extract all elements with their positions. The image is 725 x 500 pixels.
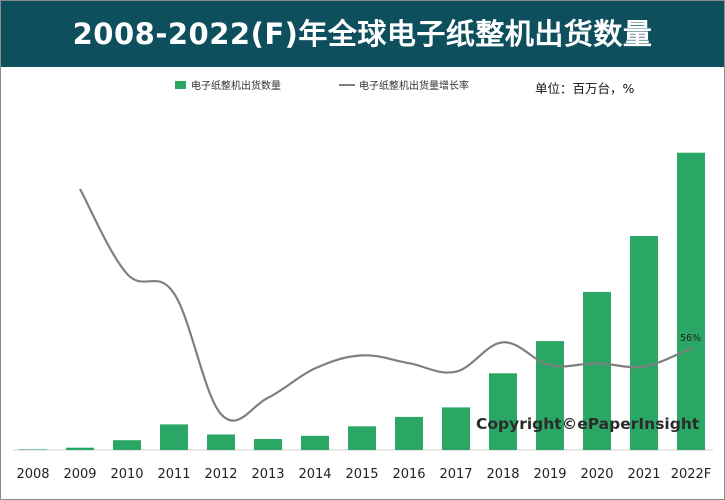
bar-2017 [442,407,470,450]
bar-2014 [301,435,329,450]
bar-2016 [395,416,423,450]
bar-2009 [66,447,94,450]
unit-label: 单位：百万台，% [535,81,635,96]
title-bar: 2008-2022(F)年全球电子纸整机出货数量 [1,1,724,67]
x-axis-ticks: 2008 2009 2010 2011 2012 2013 2014 2015 2016 2017… [16,467,711,482]
x-tick-2015: 2015 [345,467,378,482]
bar-2013 [254,439,282,450]
legend-bar-label: 电子纸整机出货数量 [191,79,281,92]
x-tick-2017: 2017 [439,467,472,482]
x-tick-2008: 2008 [16,467,49,482]
chart-title: 2008-2022(F)年全球电子纸整机出货数量 [72,17,653,51]
bar-2008 [19,449,47,450]
x-tick-2022F: 2022F [671,467,712,482]
bar-2010 [113,440,141,450]
legend-line-label: 电子纸整机出货量增长率 [359,79,469,92]
legend: 电子纸整机出货数量 电子纸整机出货量增长率 [175,79,469,92]
bar-2012 [207,434,235,450]
bar-2020 [583,291,611,450]
data-label-2022F: 56% [680,333,701,344]
bar-2015 [348,426,376,450]
bar-2021 [630,236,658,450]
chart-canvas: 电子纸整机出货数量 电子纸整机出货量增长率 单位：百万台，% 56% 2008 2… [13,79,713,482]
x-tick-2011: 2011 [157,467,190,482]
x-tick-2014: 2014 [298,467,331,482]
x-tick-2021: 2021 [627,467,660,482]
bar-2011 [160,424,188,450]
x-tick-2013: 2013 [251,467,284,482]
x-tick-2009: 2009 [63,467,96,482]
watermark: Copyright©ePaperInsight [476,415,700,433]
x-tick-2016: 2016 [392,467,425,482]
x-tick-2020: 2020 [580,467,613,482]
x-tick-2010: 2010 [110,467,143,482]
x-tick-2012: 2012 [204,467,237,482]
bar-2018 [489,373,517,450]
x-tick-2018: 2018 [486,467,519,482]
data-labels: 56% [680,333,701,344]
growth-line [79,188,692,422]
bar-2022F [677,152,705,450]
bar-2019 [536,341,564,450]
x-tick-2019: 2019 [533,467,566,482]
legend-bar-swatch [175,81,186,89]
bar-series [19,152,705,450]
